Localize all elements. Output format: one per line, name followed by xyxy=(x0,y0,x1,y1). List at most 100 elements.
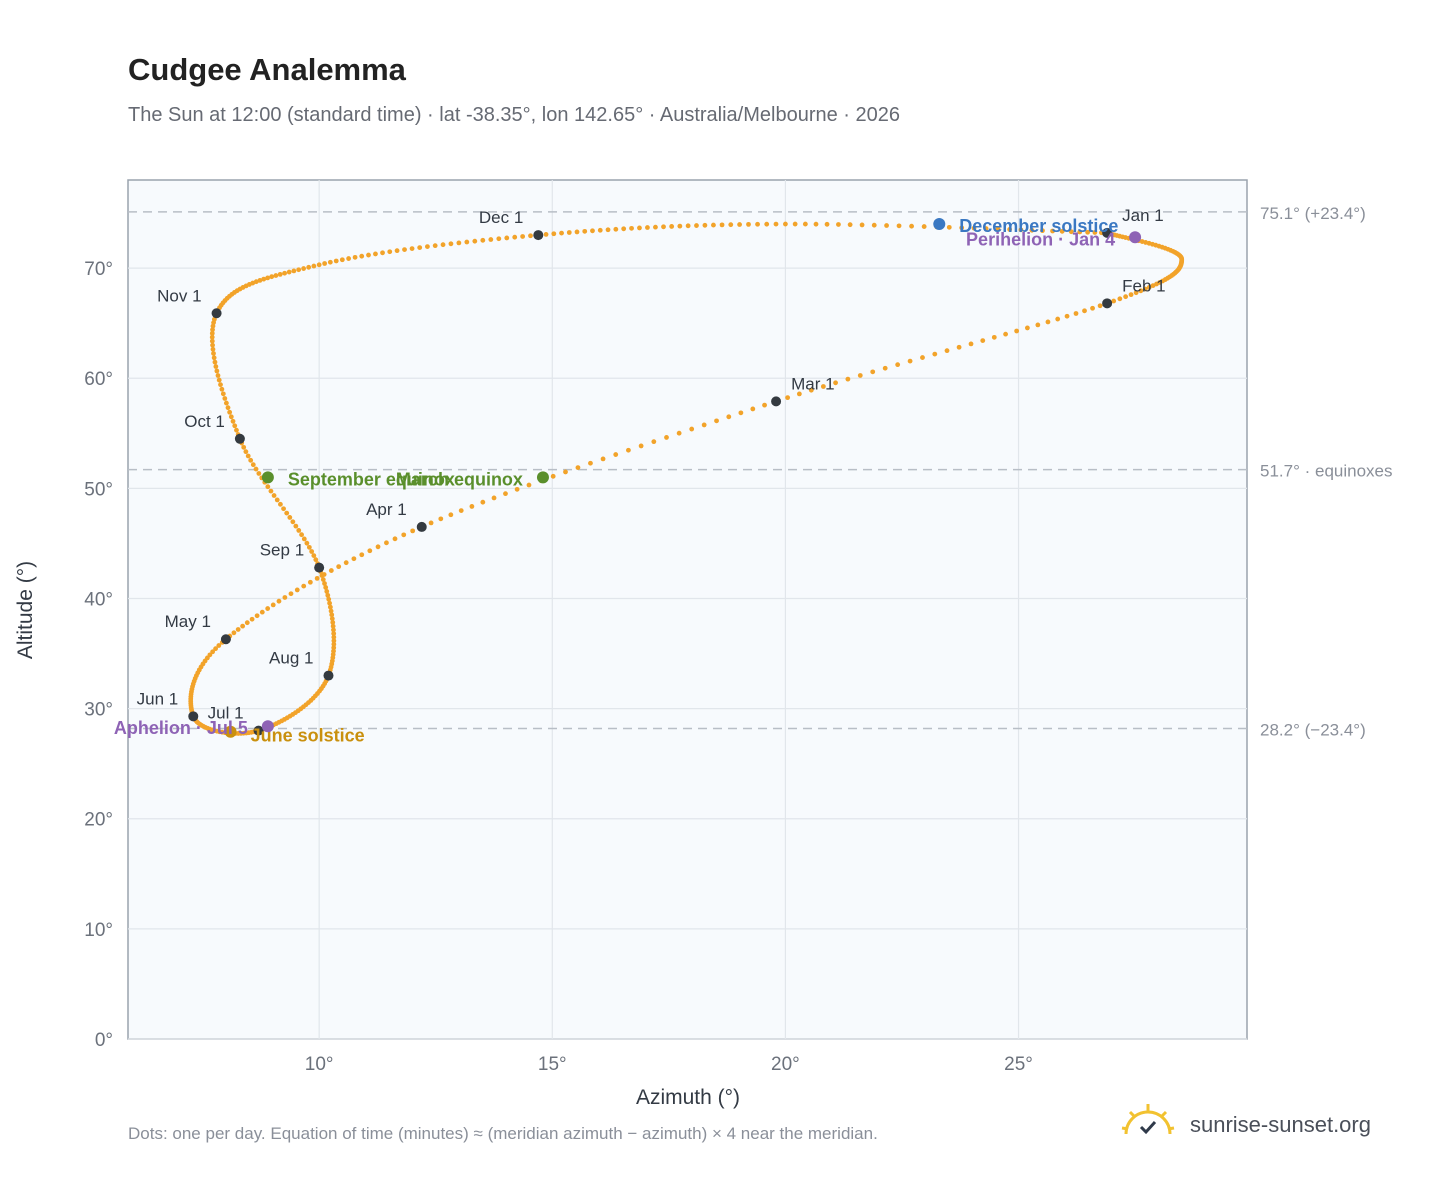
daily-dot xyxy=(737,222,742,227)
y-tick-label: 10° xyxy=(84,920,113,941)
month-markers: Jan 1 Feb 1 Mar 1 Apr 1 May 1 Jun 1 Jul 1 Aug 1… xyxy=(137,206,1166,736)
daily-dot xyxy=(543,231,549,237)
daily-dot xyxy=(755,221,760,227)
daily-dot xyxy=(738,410,744,416)
daily-dot xyxy=(677,223,683,229)
daily-dot xyxy=(920,355,925,360)
month-label: Nov 1 xyxy=(157,286,201,305)
y-tick-label: 60° xyxy=(84,369,113,390)
daily-dot xyxy=(1073,311,1079,316)
daily-dot xyxy=(249,616,255,622)
daily-dot xyxy=(253,466,259,472)
daily-dot xyxy=(956,344,962,350)
event-marker xyxy=(261,720,274,733)
month-marker xyxy=(533,230,544,241)
daily-dot xyxy=(1014,328,1020,334)
daily-dot xyxy=(273,273,279,278)
daily-dot xyxy=(574,229,580,235)
daily-dot xyxy=(796,391,802,397)
daily-dot xyxy=(253,279,259,285)
daily-dot xyxy=(359,552,365,558)
daily-dot xyxy=(228,414,234,420)
daily-dot xyxy=(281,506,286,512)
daily-dot xyxy=(322,261,328,266)
daily-dot xyxy=(212,359,218,365)
daily-dot xyxy=(464,239,470,245)
daily-dot xyxy=(213,364,219,369)
daily-dot xyxy=(277,271,283,277)
daily-dot xyxy=(1003,331,1008,337)
daily-dot xyxy=(425,244,430,250)
daily-dot xyxy=(432,243,438,249)
daily-dot xyxy=(210,327,215,333)
daily-dot xyxy=(503,491,508,497)
daily-dot xyxy=(384,540,389,546)
daily-dot xyxy=(959,225,965,231)
month-marker xyxy=(211,308,222,319)
daily-dot xyxy=(327,259,333,265)
daily-dot xyxy=(820,384,826,389)
daily-dot xyxy=(261,276,267,282)
daily-dot xyxy=(792,221,798,227)
daily-dot xyxy=(1085,229,1091,235)
daily-dot xyxy=(559,230,564,236)
daily-dot xyxy=(588,460,593,466)
daily-dot xyxy=(284,510,290,516)
daily-dot xyxy=(211,355,217,361)
daily-dot xyxy=(331,634,337,640)
event-label: March equinox xyxy=(396,469,523,489)
daily-dot xyxy=(836,222,841,227)
daily-dot xyxy=(319,573,325,578)
daily-dot xyxy=(256,471,262,476)
daily-dot xyxy=(241,444,247,450)
daily-dot xyxy=(440,242,446,248)
daily-dot xyxy=(271,493,277,498)
daily-dot xyxy=(209,330,215,336)
daily-dot xyxy=(991,334,997,340)
daily-dot xyxy=(728,222,734,228)
daily-dot xyxy=(563,469,568,475)
daily-dot xyxy=(719,222,725,228)
brand[interactable]: sunrise-sunset.org xyxy=(1120,1100,1420,1150)
daily-dot xyxy=(299,532,304,538)
month-marker xyxy=(314,562,325,573)
month-marker xyxy=(188,711,199,722)
daily-dot xyxy=(1150,283,1156,289)
reference-line-label: 51.7° · equinoxes xyxy=(1260,462,1393,481)
month-label: Jan 1 xyxy=(1122,206,1164,225)
daily-dot xyxy=(209,338,215,344)
daily-dot xyxy=(352,254,358,260)
month-label: Jul 1 xyxy=(208,704,244,723)
daily-dot xyxy=(882,365,888,371)
footnote: Dots: one per day. Equation of time (min… xyxy=(128,1124,878,1143)
chart-subtitle: The Sun at 12:00 (standard time) · lat -… xyxy=(128,104,900,126)
x-tick-label: 15° xyxy=(538,1054,567,1075)
daily-dot xyxy=(210,649,216,655)
daily-dot xyxy=(373,251,378,257)
y-tick-label: 50° xyxy=(84,479,113,500)
daily-dot xyxy=(1050,228,1055,234)
daily-dot xyxy=(1040,228,1045,234)
daily-dot xyxy=(409,246,415,251)
daily-dot xyxy=(785,395,791,401)
daily-dot xyxy=(590,228,595,234)
daily-dot xyxy=(301,583,307,589)
daily-dot xyxy=(331,638,337,644)
daily-dot xyxy=(210,346,216,352)
daily-dot xyxy=(328,568,334,573)
daily-dot xyxy=(245,453,251,459)
daily-dot xyxy=(621,226,627,232)
daily-dot xyxy=(514,486,520,492)
reference-lines: 75.1° (+23.4°) 51.7° · equinoxes 28.2° (−2… xyxy=(128,204,1393,739)
daily-dot xyxy=(762,402,767,408)
daily-dot xyxy=(1064,313,1070,319)
daily-dot xyxy=(331,641,337,647)
daily-dot xyxy=(1024,325,1030,331)
daily-dot xyxy=(582,228,588,234)
month-marker xyxy=(234,433,245,444)
daily-dot xyxy=(689,426,695,432)
daily-dot xyxy=(638,443,644,449)
daily-dot xyxy=(265,606,271,611)
daily-dot xyxy=(448,512,454,518)
